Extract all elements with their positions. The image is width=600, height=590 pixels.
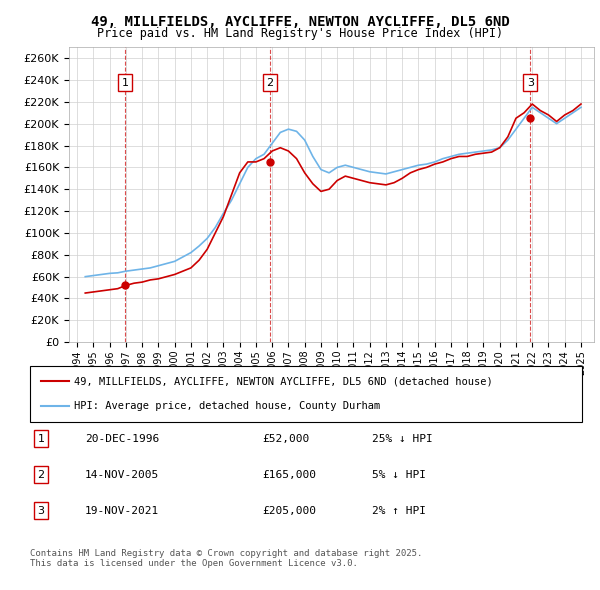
Text: 49, MILLFIELDS, AYCLIFFE, NEWTON AYCLIFFE, DL5 6ND (detached house): 49, MILLFIELDS, AYCLIFFE, NEWTON AYCLIFF… — [74, 376, 493, 386]
Text: 19-NOV-2021: 19-NOV-2021 — [85, 506, 160, 516]
Text: 2% ↑ HPI: 2% ↑ HPI — [372, 506, 426, 516]
Text: 14-NOV-2005: 14-NOV-2005 — [85, 470, 160, 480]
Text: £52,000: £52,000 — [262, 434, 309, 444]
Text: 3: 3 — [38, 506, 44, 516]
Text: 2: 2 — [266, 78, 274, 87]
Text: Contains HM Land Registry data © Crown copyright and database right 2025.
This d: Contains HM Land Registry data © Crown c… — [30, 549, 422, 568]
Text: 1: 1 — [38, 434, 44, 444]
Text: 1: 1 — [122, 78, 129, 87]
Text: 3: 3 — [527, 78, 534, 87]
Text: 20-DEC-1996: 20-DEC-1996 — [85, 434, 160, 444]
Text: 5% ↓ HPI: 5% ↓ HPI — [372, 470, 426, 480]
Text: 49, MILLFIELDS, AYCLIFFE, NEWTON AYCLIFFE, DL5 6ND: 49, MILLFIELDS, AYCLIFFE, NEWTON AYCLIFF… — [91, 15, 509, 29]
Text: £165,000: £165,000 — [262, 470, 316, 480]
Text: £205,000: £205,000 — [262, 506, 316, 516]
Text: 2: 2 — [37, 470, 44, 480]
Text: HPI: Average price, detached house, County Durham: HPI: Average price, detached house, Coun… — [74, 401, 380, 411]
FancyBboxPatch shape — [30, 366, 582, 422]
Text: Price paid vs. HM Land Registry's House Price Index (HPI): Price paid vs. HM Land Registry's House … — [97, 27, 503, 40]
Text: 25% ↓ HPI: 25% ↓ HPI — [372, 434, 433, 444]
